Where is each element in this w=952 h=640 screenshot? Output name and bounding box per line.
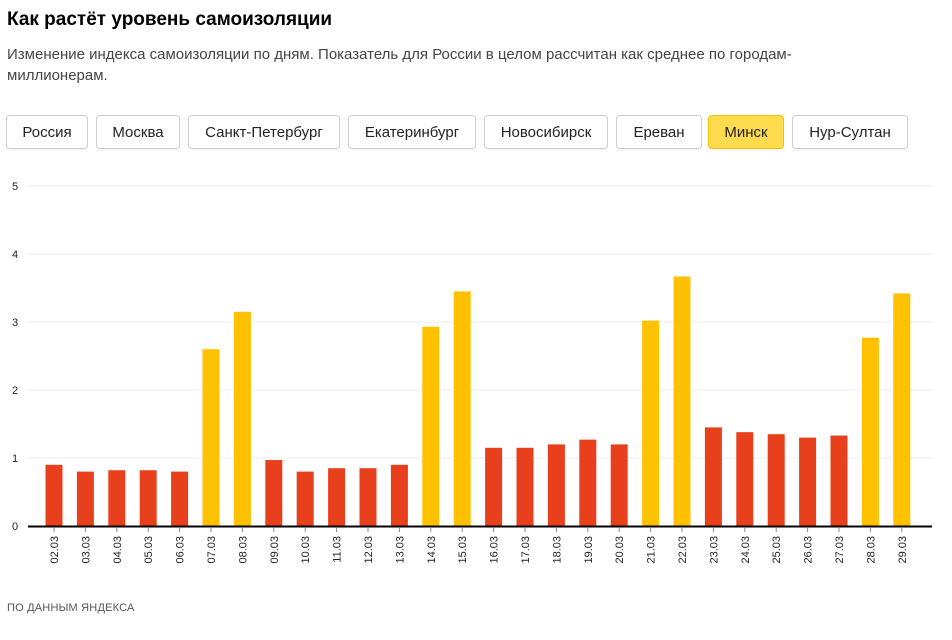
y-tick-label: 5: [12, 181, 18, 193]
y-tick-label: 0: [12, 521, 18, 533]
bar: [830, 435, 848, 526]
x-tick-label: 17.03: [520, 536, 532, 564]
x-tick-label: 27.03: [834, 536, 846, 564]
bar: [767, 434, 785, 526]
x-tick-label: 03.03: [80, 536, 92, 564]
tab-saint-petersburg[interactable]: Санкт-Петербург: [188, 115, 340, 149]
x-tick-label: 09.03: [269, 536, 281, 564]
x-tick-label: 02.03: [49, 536, 61, 564]
bar: [139, 470, 157, 526]
x-tick-label: 28.03: [865, 536, 877, 564]
x-tick-label: 20.03: [614, 536, 626, 564]
x-tick-label: 13.03: [394, 536, 406, 564]
x-tick-label: 21.03: [646, 536, 658, 564]
bar: [736, 432, 754, 526]
bar: [893, 293, 911, 526]
tab-novosibirsk[interactable]: Новосибирск: [484, 115, 608, 149]
chart-title: Как растёт уровень самоизоляции: [7, 9, 333, 30]
y-tick-label: 3: [12, 317, 18, 329]
bar: [422, 326, 440, 526]
bar-chart: 0 1 2 3 4 5 02.03 03.03 04.03 05.03 06.03 07.03 08.0…: [12, 181, 932, 564]
bar: [390, 464, 408, 526]
y-tick-label: 4: [12, 249, 18, 261]
bar: [171, 471, 189, 526]
x-tick-label: 06.03: [175, 536, 187, 564]
tab-nur-sultan[interactable]: Нур-Султан: [792, 115, 908, 149]
bar: [547, 444, 565, 526]
bar: [453, 291, 471, 526]
bar: [704, 427, 722, 526]
x-tick-label: 10.03: [300, 536, 312, 564]
bar: [202, 349, 220, 526]
x-tick-label: 14.03: [426, 536, 438, 564]
bar: [516, 447, 534, 526]
bar: [265, 460, 283, 526]
tab-moscow[interactable]: Москва: [96, 115, 180, 149]
x-tick-label: 22.03: [677, 536, 689, 564]
x-tick-label: 04.03: [112, 536, 124, 564]
data-source-note: ПО ДАННЫМ ЯНДЕКСА: [7, 602, 135, 614]
x-tick-label: 18.03: [551, 536, 563, 564]
bar: [76, 471, 94, 526]
x-tick-label: 24.03: [740, 536, 752, 564]
x-tick-label: 05.03: [143, 536, 155, 564]
tab-yerevan[interactable]: Ереван: [616, 115, 702, 149]
bar: [673, 276, 691, 526]
x-tick-label: 29.03: [897, 536, 909, 564]
bar: [108, 470, 126, 526]
bar: [642, 320, 660, 526]
tab-minsk[interactable]: Минск: [708, 115, 784, 149]
tab-russia[interactable]: Россия: [6, 115, 88, 149]
bar: [296, 471, 314, 526]
bar: [579, 439, 597, 526]
y-tick-label: 2: [12, 385, 18, 397]
bar: [45, 464, 63, 526]
x-tick-label: 11.03: [332, 536, 344, 563]
x-tick-label: 12.03: [363, 536, 375, 564]
bar: [328, 468, 346, 526]
x-tick-label: 15.03: [457, 536, 469, 564]
bar: [233, 311, 251, 526]
bar: [359, 468, 377, 526]
tab-yekaterinburg[interactable]: Екатеринбург: [348, 115, 476, 149]
bar: [485, 447, 503, 526]
x-tick-label: 08.03: [237, 536, 249, 564]
x-tick-label: 07.03: [206, 536, 218, 564]
y-tick-label: 1: [12, 453, 18, 465]
bar: [799, 437, 817, 526]
x-tick-label: 19.03: [583, 536, 595, 564]
bar: [610, 444, 628, 526]
x-tick-label: 26.03: [803, 536, 815, 564]
bar: [861, 337, 879, 526]
x-tick-label: 25.03: [771, 536, 783, 564]
x-tick-label: 16.03: [489, 536, 501, 564]
x-tick-label: 23.03: [708, 536, 720, 564]
chart-subtitle: Изменение индекса самоизоляции по дням. …: [7, 46, 792, 84]
